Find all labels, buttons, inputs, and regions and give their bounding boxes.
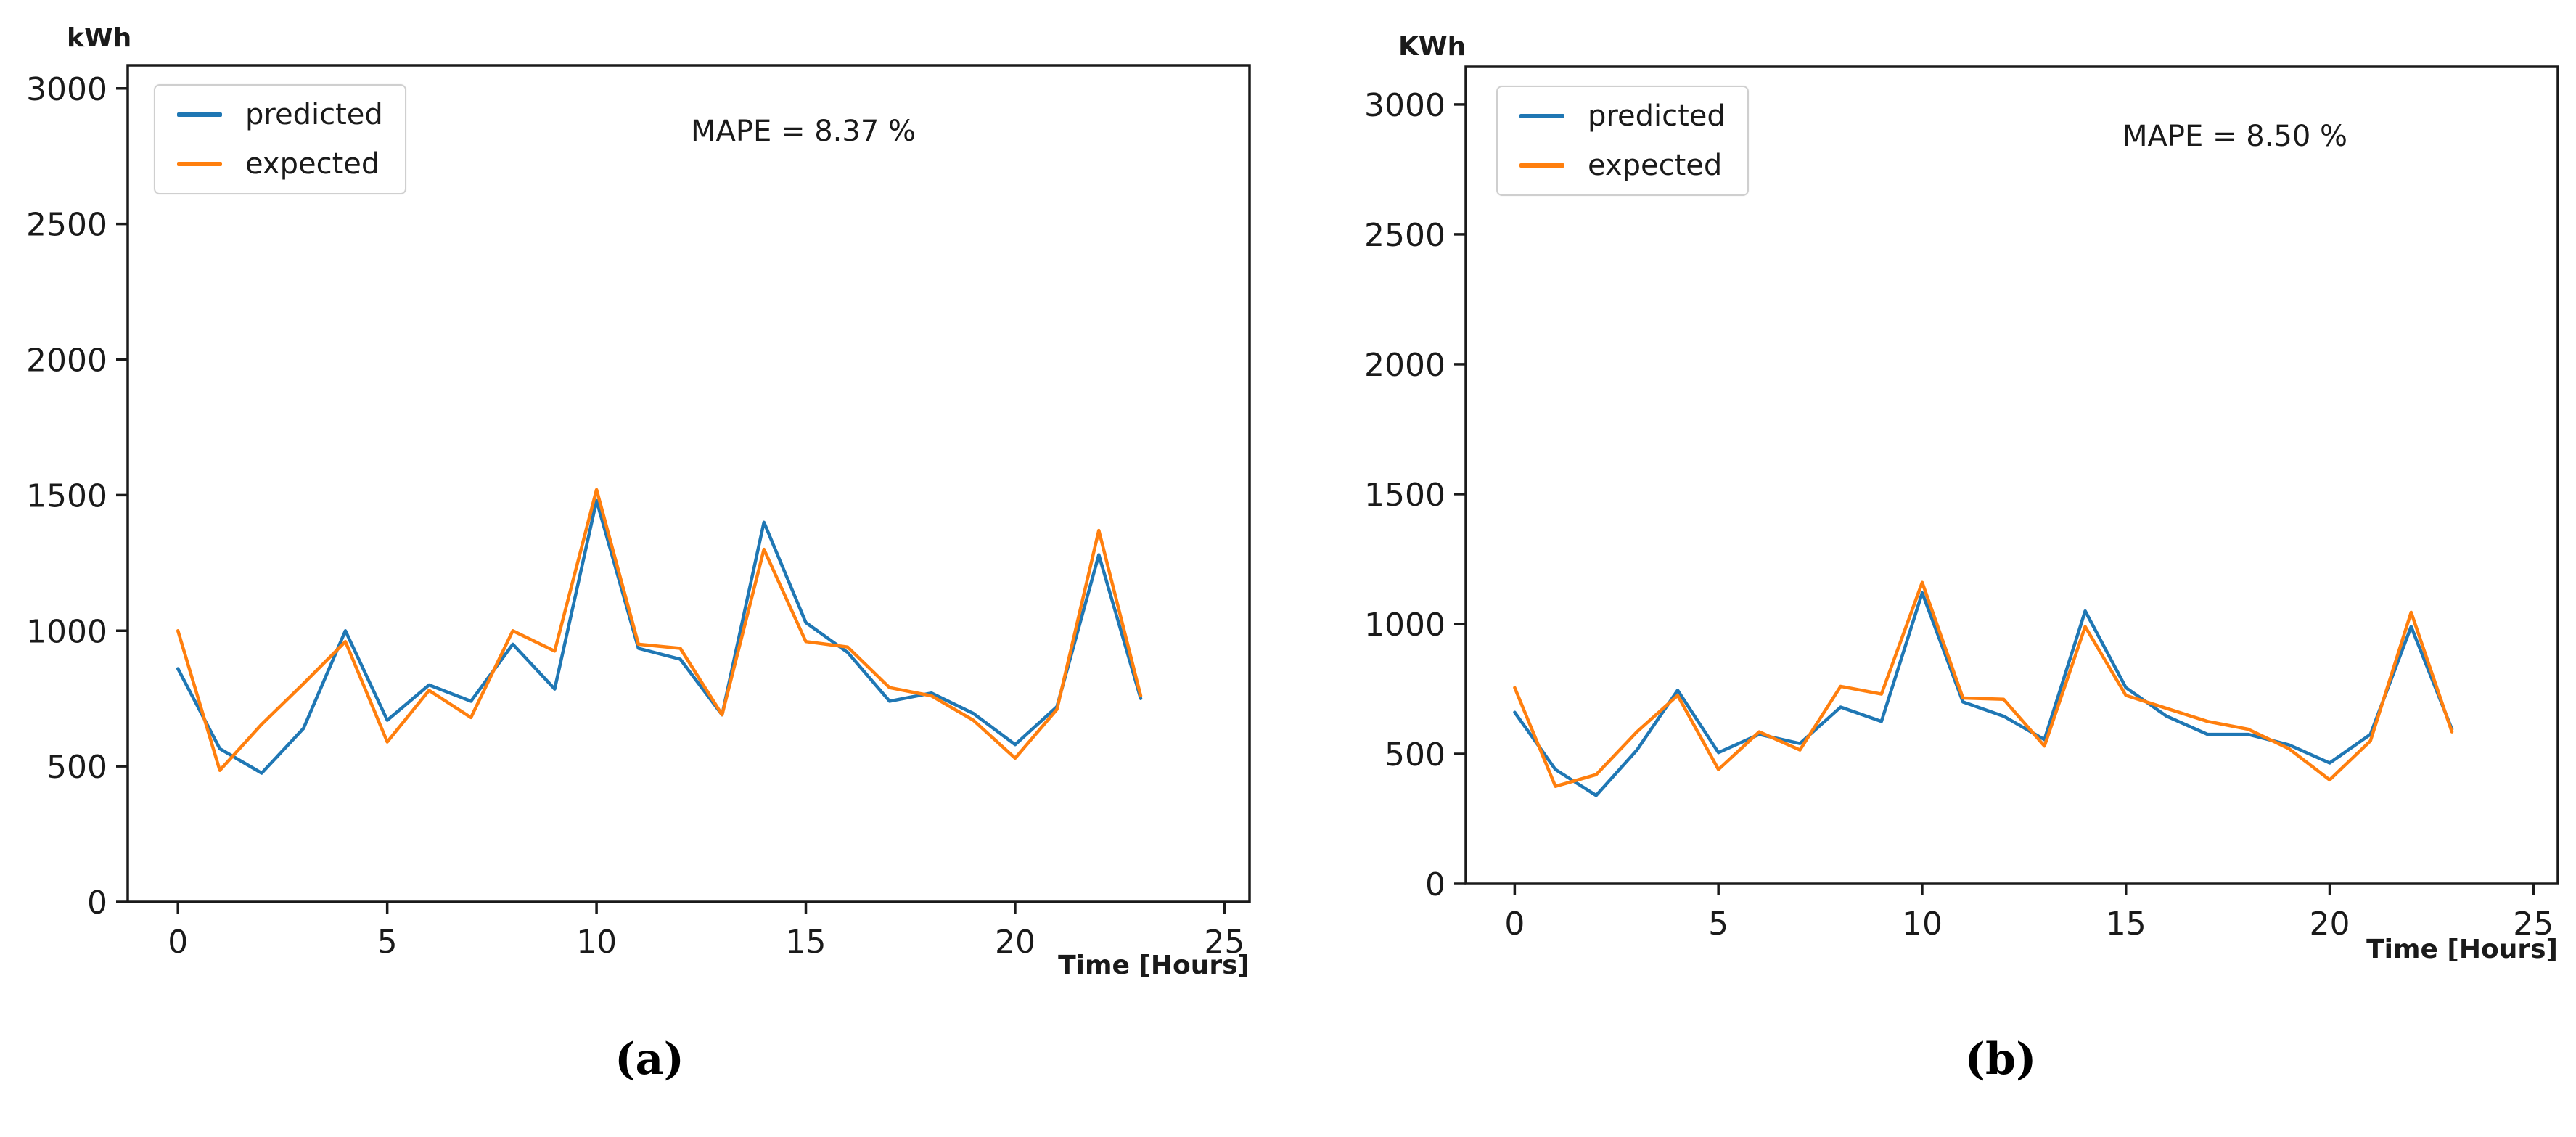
svg-text:15: 15 — [786, 924, 826, 961]
legend-label: expected — [245, 147, 380, 181]
svg-text:500: 500 — [1385, 736, 1445, 773]
svg-text:20: 20 — [2310, 906, 2350, 943]
x-axis-label: Time [Hours] — [1058, 951, 1250, 980]
svg-text:25: 25 — [2513, 906, 2554, 943]
chart-panel-b: KWh 0 5 10 15 20 25 0 500 1000 1500 2000 2500 3000 p… — [1288, 0, 2576, 1137]
svg-text:1500: 1500 — [26, 477, 107, 514]
svg-text:5: 5 — [377, 924, 398, 961]
line-chart-b: 0 5 10 15 20 25 0 500 1000 1500 2000 2500 3000 — [1364, 65, 2559, 943]
svg-text:20: 20 — [995, 924, 1035, 961]
legend-item-predicted: predicted — [1519, 102, 1726, 131]
legend-item-expected: expected — [1519, 151, 1726, 180]
expected-line-sample — [177, 162, 222, 166]
svg-text:3000: 3000 — [26, 71, 107, 108]
svg-text:500: 500 — [46, 749, 107, 786]
svg-text:25: 25 — [1204, 924, 1244, 961]
svg-text:0: 0 — [1425, 866, 1445, 903]
svg-text:0: 0 — [1504, 906, 1525, 943]
svg-text:0: 0 — [168, 924, 188, 961]
svg-text:2000: 2000 — [1364, 347, 1445, 384]
svg-text:2500: 2500 — [1364, 217, 1445, 254]
svg-text:2500: 2500 — [26, 207, 107, 244]
svg-text:2000: 2000 — [26, 342, 107, 379]
panel-caption-b: (b) — [1964, 1034, 2037, 1085]
y-axis-unit-label: KWh — [1398, 32, 1467, 62]
chart-panel-a: kWh 0 5 10 15 20 25 0 500 1000 1500 2000 2500 3000 p… — [26, 23, 1251, 1085]
legend-item-expected: expected — [177, 149, 383, 178]
legend-item-predicted: predicted — [177, 100, 383, 129]
legend: predicted expected — [154, 84, 406, 194]
predicted-line-sample — [1519, 114, 1564, 118]
svg-text:10: 10 — [576, 924, 617, 961]
panel-caption-a: (a) — [615, 1034, 684, 1085]
legend-label: predicted — [245, 98, 383, 131]
svg-text:1500: 1500 — [1364, 477, 1445, 514]
x-axis-label: Time [Hours] — [2366, 935, 2558, 964]
svg-text:3000: 3000 — [1364, 87, 1445, 124]
svg-text:1000: 1000 — [1364, 607, 1445, 644]
mape-annotation: MAPE = 8.37 % — [691, 115, 916, 148]
expected-line-sample — [1519, 163, 1564, 168]
legend-label: predicted — [1588, 99, 1726, 133]
legend: predicted expected — [1496, 86, 1749, 196]
svg-text:5: 5 — [1708, 906, 1728, 943]
svg-text:15: 15 — [2106, 906, 2146, 943]
svg-text:1000: 1000 — [26, 613, 107, 650]
legend-label: expected — [1588, 149, 1723, 182]
predicted-line-sample — [177, 112, 222, 117]
y-axis-unit-label: kWh — [67, 23, 132, 53]
svg-text:0: 0 — [87, 884, 107, 921]
svg-text:10: 10 — [1902, 906, 1943, 943]
line-chart-a: 0 5 10 15 20 25 0 500 1000 1500 2000 2500 3000 — [26, 64, 1251, 961]
mape-annotation: MAPE = 8.50 % — [2122, 120, 2347, 153]
